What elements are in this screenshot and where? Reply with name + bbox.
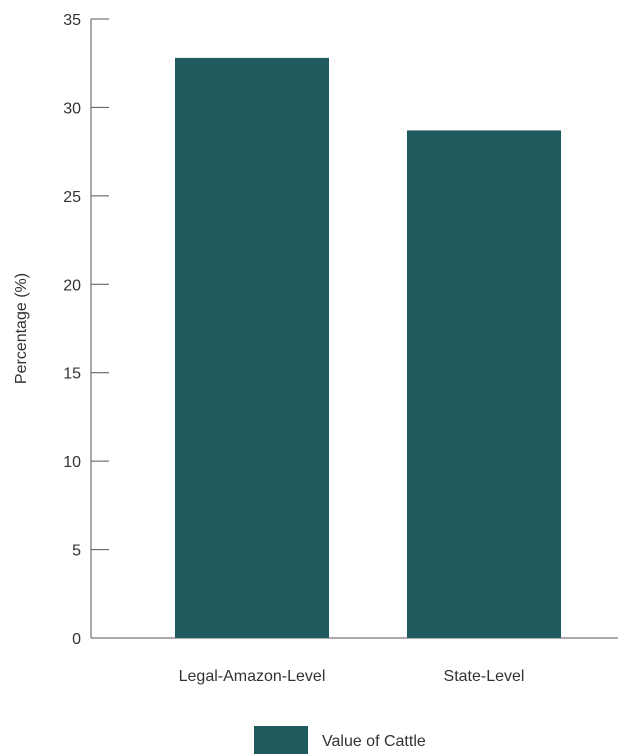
y-tick-label: 35 <box>63 12 81 29</box>
legend-label: Value of Cattle <box>322 733 426 750</box>
y-axis: 0 5 10 15 20 25 30 35 <box>63 12 109 648</box>
x-category-label: State-Level <box>444 668 525 685</box>
bar <box>407 130 561 639</box>
bars <box>175 57 561 639</box>
y-tick-label: 5 <box>72 543 81 560</box>
y-tick-label: 0 <box>72 631 81 648</box>
x-category-label: Legal-Amazon-Level <box>179 668 326 685</box>
legend: Value of Cattle <box>254 726 426 754</box>
y-tick-label: 15 <box>63 366 81 383</box>
y-tick-label: 20 <box>63 277 81 294</box>
y-tick-label: 30 <box>63 100 81 117</box>
y-tick-label: 25 <box>63 189 81 206</box>
y-tick-label: 10 <box>63 454 81 471</box>
x-axis: Legal-Amazon-Level State-Level <box>91 637 618 685</box>
legend-swatch <box>254 726 308 754</box>
y-axis-title: Percentage (%) <box>13 273 30 384</box>
bar <box>175 57 329 639</box>
